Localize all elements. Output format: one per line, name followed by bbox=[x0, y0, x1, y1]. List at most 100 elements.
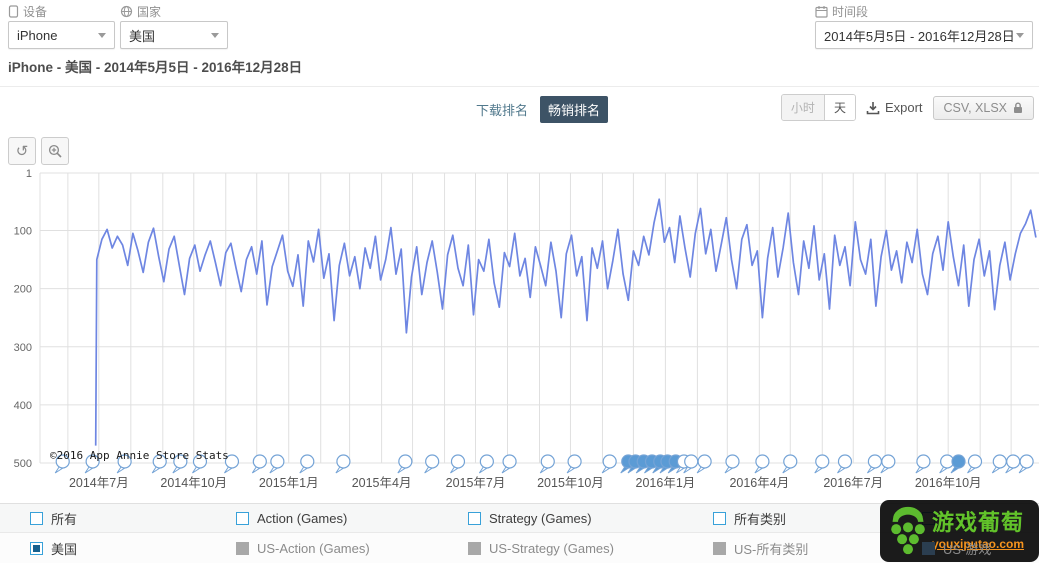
csv-xlsx-button[interactable]: CSV, XLSX bbox=[932, 95, 1034, 120]
tab-grossing-rank[interactable]: 畅销排名 bbox=[540, 96, 609, 123]
event-marker[interactable] bbox=[1006, 454, 1021, 469]
event-marker[interactable] bbox=[783, 454, 798, 469]
x-axis-tick: 2015年7月 bbox=[446, 476, 506, 490]
legend-label: US-Strategy (Games) bbox=[489, 540, 614, 556]
event-marker[interactable] bbox=[867, 454, 883, 469]
event-marker[interactable] bbox=[951, 454, 966, 469]
event-marker[interactable] bbox=[479, 454, 494, 469]
chart-controls: 小时天 Export CSV, XLSX bbox=[780, 94, 1034, 121]
device-filter-label: 设备 bbox=[8, 4, 115, 19]
legend-label: Action (Games) bbox=[257, 510, 348, 526]
legend-series-0: 美国 bbox=[30, 539, 236, 558]
event-marker[interactable] bbox=[755, 454, 770, 469]
event-marker[interactable] bbox=[725, 454, 740, 469]
event-marker[interactable] bbox=[425, 454, 440, 469]
legend-category-1: Action (Games) bbox=[236, 511, 468, 526]
checkbox-gray[interactable] bbox=[236, 541, 249, 555]
legend-series-3: US-所有类别 bbox=[713, 539, 922, 558]
granularity-hour-button[interactable]: 小时 bbox=[781, 95, 824, 120]
checkbox-gray[interactable] bbox=[468, 541, 481, 555]
legend-series-1: US-Action (Games) bbox=[236, 541, 468, 556]
event-marker[interactable] bbox=[117, 454, 132, 469]
country-select-value: 美国 bbox=[129, 28, 156, 44]
legend-label: US-游戏 bbox=[943, 541, 992, 557]
event-marker[interactable] bbox=[55, 454, 70, 469]
legend-series-row: 美国 US-Action (Games) US-Strategy (Games) US… bbox=[0, 533, 1039, 563]
checkbox-unchecked[interactable] bbox=[713, 511, 726, 525]
legend-label: 所有类别 bbox=[734, 511, 787, 527]
event-marker[interactable] bbox=[684, 454, 699, 469]
checkbox-gray[interactable] bbox=[713, 541, 726, 555]
legend-label: 美国 bbox=[51, 541, 78, 557]
legend-category-2: Strategy (Games) bbox=[468, 511, 713, 526]
x-axis-tick: 2016年1月 bbox=[636, 476, 696, 490]
event-marker[interactable] bbox=[224, 454, 240, 469]
event-marker[interactable] bbox=[252, 454, 267, 469]
event-marker[interactable] bbox=[967, 454, 983, 469]
event-marker[interactable] bbox=[336, 454, 351, 469]
y-axis-tick: 100 bbox=[14, 226, 32, 238]
legend-label: US-Action (Games) bbox=[257, 540, 370, 556]
rank-chart[interactable]: 1 100 200 300 400 500 2014年7月 2014年10月 2015年1月 20… bbox=[0, 150, 1039, 495]
watermark-title: 游戏葡萄 bbox=[932, 510, 1025, 535]
event-marker[interactable] bbox=[270, 454, 285, 469]
event-marker[interactable] bbox=[173, 454, 188, 469]
granularity-day-button[interactable]: 天 bbox=[823, 95, 855, 120]
event-marker[interactable] bbox=[837, 454, 853, 469]
reset-zoom-button[interactable]: ↺ bbox=[8, 137, 36, 165]
event-marker[interactable] bbox=[697, 454, 712, 469]
checkbox-checked[interactable] bbox=[30, 541, 43, 555]
event-marker[interactable] bbox=[540, 454, 555, 469]
magnifier-plus-icon bbox=[48, 144, 62, 158]
checkbox-unchecked[interactable] bbox=[468, 511, 481, 525]
chart-zoom-tools: ↺ bbox=[8, 137, 69, 165]
event-marker[interactable] bbox=[1019, 454, 1034, 469]
period-select[interactable]: 2014年5月5日 - 2016年12月28日 bbox=[815, 21, 1033, 49]
event-marker[interactable] bbox=[450, 454, 466, 469]
event-marker[interactable] bbox=[602, 454, 617, 469]
checkbox-unchecked[interactable] bbox=[30, 511, 43, 525]
checkbox-unchecked[interactable] bbox=[236, 511, 249, 525]
event-marker[interactable] bbox=[398, 454, 413, 469]
event-marker[interactable] bbox=[192, 454, 208, 469]
event-marker[interactable] bbox=[815, 454, 830, 469]
device-select[interactable]: iPhone bbox=[8, 21, 115, 49]
country-filter-label: 国家 bbox=[120, 4, 228, 19]
legend-series-4: US-游戏 bbox=[922, 539, 1039, 558]
event-marker[interactable] bbox=[502, 454, 517, 469]
event-marker[interactable] bbox=[567, 454, 582, 469]
legend-label: Strategy (Games) bbox=[489, 510, 592, 526]
device-select-value: iPhone bbox=[17, 27, 58, 43]
event-marker[interactable] bbox=[300, 454, 315, 469]
checkbox-dark[interactable] bbox=[922, 541, 935, 555]
y-axis-tick: 200 bbox=[14, 284, 32, 296]
calendar-icon bbox=[815, 6, 828, 18]
event-marker[interactable] bbox=[916, 454, 931, 469]
device-icon bbox=[8, 5, 19, 18]
globe-icon bbox=[120, 5, 133, 18]
x-axis-tick: 2016年7月 bbox=[823, 476, 883, 490]
event-marker[interactable] bbox=[881, 454, 896, 469]
rank-line-us bbox=[94, 198, 1037, 446]
period-filter: 时间段 2014年5月5日 - 2016年12月28日 bbox=[815, 4, 1033, 49]
export-button[interactable]: Export bbox=[866, 100, 923, 115]
x-axis-tick: 2014年10月 bbox=[160, 476, 227, 490]
zoom-in-button[interactable] bbox=[41, 137, 69, 165]
chevron-down-icon bbox=[211, 32, 219, 38]
grape-logo-icon bbox=[891, 506, 925, 555]
lock-icon bbox=[1014, 102, 1022, 113]
event-marker[interactable] bbox=[85, 454, 100, 469]
event-marker[interactable] bbox=[152, 454, 167, 469]
x-axis-tick: 2016年10月 bbox=[915, 476, 982, 490]
x-axis-tick: 2015年10月 bbox=[537, 476, 604, 490]
section-divider bbox=[0, 86, 1039, 87]
chevron-down-icon bbox=[1016, 32, 1024, 38]
country-select[interactable]: 美国 bbox=[120, 21, 228, 49]
legend-category-3: 所有类别 bbox=[713, 509, 922, 528]
tab-download-rank[interactable]: 下载排名 bbox=[476, 103, 529, 118]
event-marker[interactable] bbox=[992, 454, 1007, 469]
download-icon bbox=[866, 101, 880, 114]
rank-tabs: 下载排名 畅销排名 bbox=[468, 96, 609, 123]
appannie-watermark-text: ©2016 App Annie Store Stats bbox=[50, 449, 229, 462]
